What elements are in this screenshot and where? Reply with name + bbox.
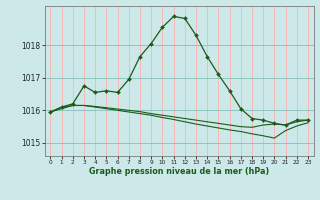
X-axis label: Graphe pression niveau de la mer (hPa): Graphe pression niveau de la mer (hPa) xyxy=(89,167,269,176)
